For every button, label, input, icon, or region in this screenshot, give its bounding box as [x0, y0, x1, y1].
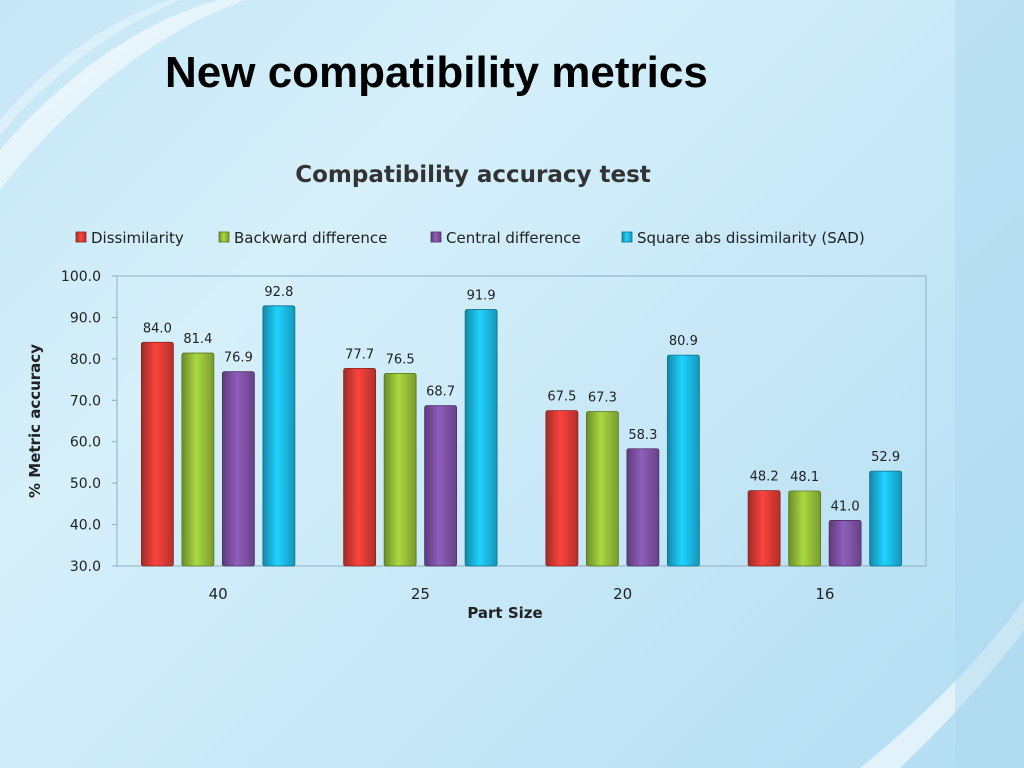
x-axis-label: Part Size	[467, 604, 542, 622]
bar	[585, 411, 619, 567]
data-label: 91.9	[467, 289, 496, 304]
bar-group	[140, 305, 903, 567]
legend-swatch	[75, 231, 87, 243]
data-label: 68.7	[426, 385, 455, 400]
legend-swatch	[621, 231, 633, 243]
x-axis: 40 25 20 16	[209, 585, 835, 603]
data-label-group: 84.0 81.4 76.9 92.8 77.7 76.5 68.7 91.9 67.5 67.3…	[143, 285, 900, 515]
data-label: 48.2	[750, 470, 779, 485]
y-tick-label: 70.0	[70, 393, 101, 409]
y-tick-label: 100.0	[61, 269, 101, 285]
legend-label: Backward difference	[234, 229, 387, 247]
y-tick-label: 80.0	[70, 352, 101, 368]
bar	[262, 305, 296, 567]
x-tick-label: 40	[209, 585, 228, 603]
bar	[181, 352, 215, 567]
bar	[828, 520, 862, 567]
data-label: 76.5	[386, 352, 415, 367]
data-label: 58.3	[628, 428, 657, 443]
legend-swatch	[430, 231, 442, 243]
bar	[424, 405, 458, 567]
y-tick-label: 90.0	[70, 310, 101, 326]
data-label: 77.7	[345, 347, 374, 362]
y-tick-label: 40.0	[70, 518, 101, 534]
data-label: 67.3	[588, 390, 617, 405]
bar	[869, 470, 903, 567]
slide-title: New compatibility metrics	[165, 48, 708, 97]
bar	[383, 372, 417, 567]
legend-label: Square abs dissimilarity (SAD)	[637, 229, 865, 247]
y-axis: 30.0 40.0 50.0 60.0 70.0 80.0 90.0 100.0	[61, 269, 117, 575]
data-label: 52.9	[871, 450, 900, 465]
legend-swatch	[218, 231, 230, 243]
y-axis-label: % Metric accuracy	[26, 344, 44, 498]
data-label: 81.4	[183, 332, 212, 347]
bar	[221, 371, 255, 567]
x-tick-label: 20	[613, 585, 632, 603]
data-label: 76.9	[224, 351, 253, 366]
bar	[747, 490, 781, 567]
y-tick-label: 30.0	[70, 559, 101, 575]
data-label: 84.0	[143, 321, 172, 336]
bar	[788, 490, 822, 567]
y-tick-label: 60.0	[70, 435, 101, 451]
bar	[626, 448, 660, 567]
bar	[545, 410, 579, 567]
x-tick-label: 25	[411, 585, 430, 603]
legend-label: Central difference	[446, 229, 581, 247]
data-label: 92.8	[264, 285, 293, 300]
data-label: 48.1	[790, 470, 819, 485]
y-tick-label: 50.0	[70, 476, 101, 492]
legend-label: Dissimilarity	[91, 229, 184, 247]
data-label: 67.5	[547, 390, 576, 405]
data-label: 80.9	[669, 334, 698, 349]
bar	[666, 354, 700, 567]
plot-area	[116, 275, 927, 567]
bar	[140, 341, 174, 567]
chart-title: Compatibility accuracy test	[295, 162, 651, 188]
background-stripe-right	[955, 0, 1024, 768]
chart-legend: Dissimilarity Backward difference Central …	[75, 229, 865, 247]
bar	[464, 309, 498, 567]
data-label: 41.0	[831, 499, 860, 514]
x-tick-label: 16	[815, 585, 834, 603]
bar	[343, 367, 377, 567]
